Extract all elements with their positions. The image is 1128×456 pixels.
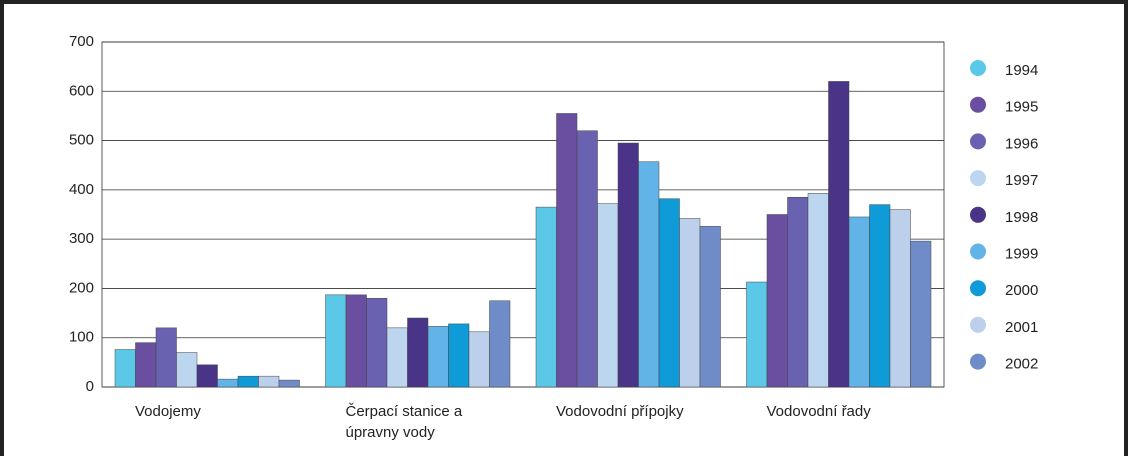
bar bbox=[258, 375, 280, 388]
bar bbox=[468, 331, 490, 388]
y-tick-label: 400 bbox=[69, 181, 94, 198]
bar bbox=[407, 317, 429, 388]
y-tick-label: 600 bbox=[69, 82, 94, 99]
bar bbox=[345, 294, 367, 388]
bar bbox=[535, 206, 557, 388]
bar bbox=[489, 300, 511, 388]
legend-label: 2002 bbox=[1005, 356, 1038, 373]
legend-label: 1994 bbox=[1005, 62, 1038, 79]
bar bbox=[848, 216, 870, 388]
legend-swatch bbox=[970, 96, 986, 113]
bar bbox=[155, 327, 177, 388]
plot-frame bbox=[101, 41, 945, 388]
bar bbox=[889, 209, 911, 388]
legend-label: 1998 bbox=[1005, 209, 1038, 226]
bar bbox=[869, 204, 891, 388]
bar bbox=[135, 342, 157, 388]
bar bbox=[237, 375, 259, 388]
x-tick-label: Vodovodní řady bbox=[766, 403, 871, 420]
legend-swatch bbox=[970, 353, 986, 370]
bar bbox=[196, 364, 218, 388]
y-tick-label: 200 bbox=[69, 279, 94, 296]
bar bbox=[576, 130, 598, 388]
legend-swatch bbox=[970, 280, 986, 297]
legend-label: 1996 bbox=[1005, 135, 1038, 152]
bar bbox=[597, 203, 619, 388]
bar bbox=[828, 81, 850, 388]
bar bbox=[910, 240, 932, 388]
bar bbox=[366, 298, 388, 388]
legend-swatch bbox=[970, 206, 986, 223]
bar bbox=[766, 214, 788, 388]
legend-label: 1995 bbox=[1005, 99, 1038, 116]
legend-swatch bbox=[970, 60, 986, 76]
x-tick-label: Vodovodní přípojky bbox=[556, 403, 684, 420]
legend-swatch bbox=[970, 170, 986, 187]
bar bbox=[278, 379, 300, 388]
bar bbox=[658, 198, 680, 388]
legend-label: 2000 bbox=[1005, 282, 1038, 299]
bar bbox=[617, 142, 639, 388]
bar bbox=[679, 218, 701, 388]
bar bbox=[176, 352, 198, 388]
legend-label: 1997 bbox=[1005, 172, 1038, 189]
bar bbox=[217, 378, 239, 388]
legend-swatch bbox=[970, 316, 986, 333]
bar bbox=[638, 161, 660, 388]
bar bbox=[807, 193, 829, 388]
y-tick-label: 300 bbox=[69, 230, 94, 247]
bar bbox=[386, 327, 408, 388]
legend-label: 2001 bbox=[1005, 319, 1038, 336]
bar bbox=[448, 323, 470, 388]
y-tick-label: 0 bbox=[86, 378, 94, 395]
bar bbox=[699, 226, 721, 388]
x-tick-label: Vodojemy bbox=[135, 403, 201, 420]
y-tick-label: 100 bbox=[69, 329, 94, 346]
bar bbox=[427, 326, 449, 388]
bar bbox=[556, 113, 578, 388]
legend-swatch bbox=[970, 243, 986, 260]
bar bbox=[114, 349, 136, 388]
x-tick-label: Čerpací stanice a úpravny vody bbox=[345, 403, 463, 441]
y-tick-label: 700 bbox=[69, 33, 94, 50]
bar bbox=[325, 294, 347, 388]
y-tick-label: 500 bbox=[69, 132, 94, 149]
legend-swatch bbox=[970, 133, 986, 150]
bar bbox=[787, 197, 809, 388]
legend-label: 1999 bbox=[1005, 245, 1038, 262]
bar bbox=[746, 281, 768, 388]
